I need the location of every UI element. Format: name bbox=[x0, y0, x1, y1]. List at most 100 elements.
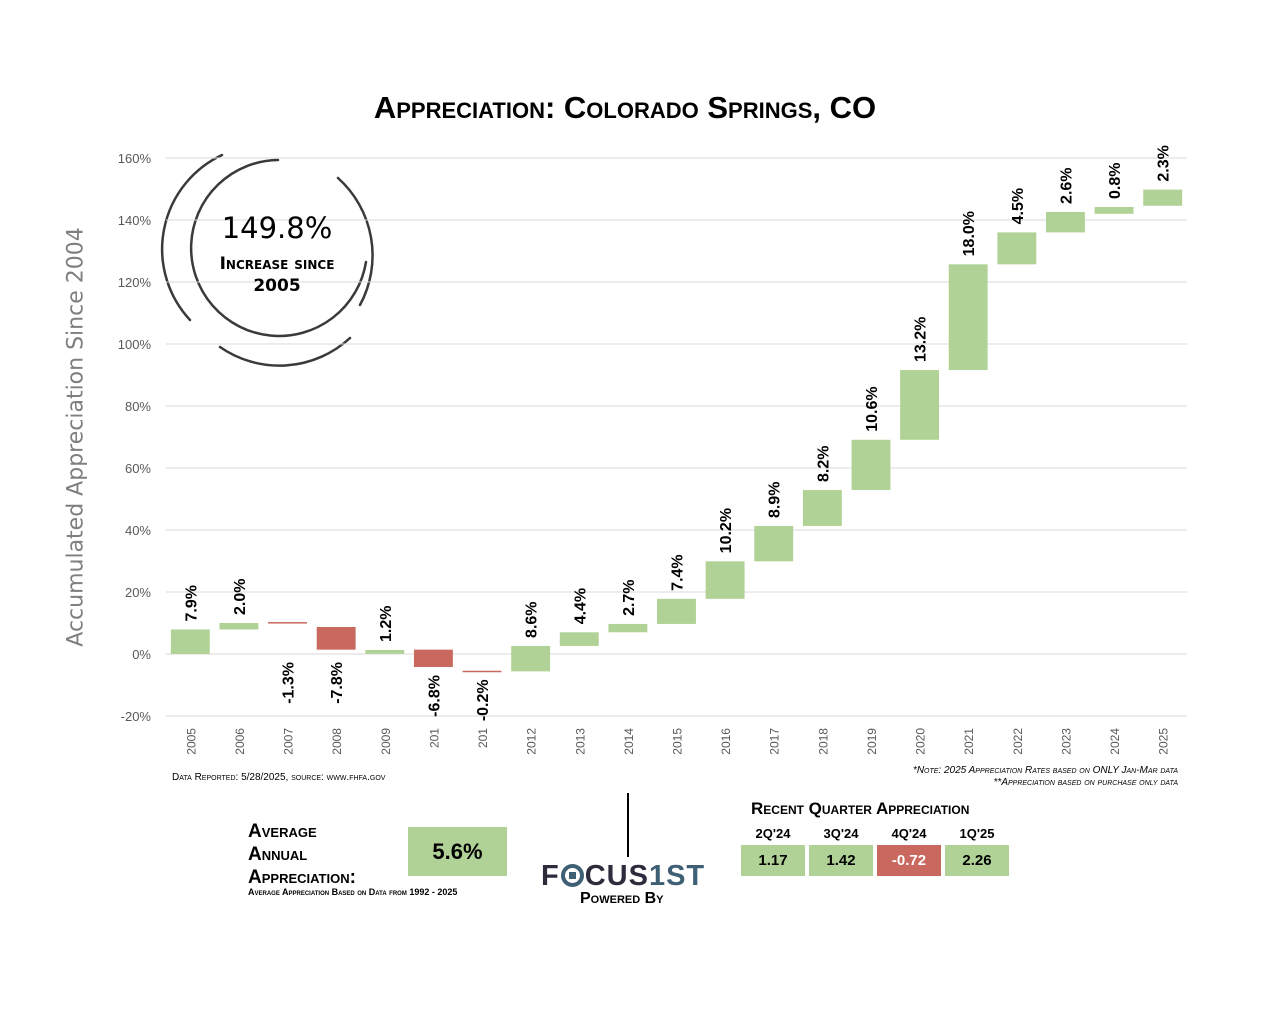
average-annual-label: Average Annual Appreciation: bbox=[248, 820, 356, 889]
average-note: Average Appreciation Based on Data from … bbox=[248, 887, 458, 897]
y-tick-label: -20% bbox=[121, 709, 152, 724]
data-label: 2.3% bbox=[1156, 145, 1173, 181]
quarter-value-box: -0.72 bbox=[877, 845, 941, 876]
data-label: 4.5% bbox=[1010, 188, 1027, 224]
x-tick-label: 2019 bbox=[865, 728, 879, 755]
quarter-value-box: 1.42 bbox=[809, 845, 873, 876]
y-tick-label: 100% bbox=[118, 337, 152, 352]
logo-letter-f: F bbox=[541, 860, 560, 892]
x-tick-label: 2007 bbox=[282, 728, 296, 755]
x-tick-label: 2022 bbox=[1011, 728, 1025, 755]
quarter-value-box: 1.17 bbox=[741, 845, 805, 876]
bar bbox=[462, 670, 502, 673]
data-labels: 7.9% 2.0% -1.3% -7.8% 1.2% -6.8% -0.2% 8.6% 4.4%… bbox=[183, 145, 1172, 721]
data-label: 8.2% bbox=[815, 446, 832, 482]
data-reported-note: Data Reported: 5/28/2025, source: www.fh… bbox=[172, 772, 386, 783]
data-label: 4.4% bbox=[572, 588, 589, 624]
x-tick-label: 201 bbox=[427, 728, 441, 748]
data-label: 7.4% bbox=[670, 554, 687, 590]
summary-circle-inner bbox=[189, 158, 368, 338]
x-tick-label: 2014 bbox=[622, 728, 636, 755]
bar bbox=[170, 629, 210, 654]
data-label: 2.7% bbox=[621, 579, 638, 615]
data-label: 8.6% bbox=[524, 601, 541, 637]
summary-circle-outer-left bbox=[160, 153, 224, 322]
y-tick-label: 20% bbox=[125, 585, 151, 600]
x-tick-label: 2006 bbox=[233, 728, 247, 755]
bar bbox=[316, 627, 356, 650]
data-label: 13.2% bbox=[913, 317, 930, 362]
bars bbox=[170, 189, 1183, 673]
bar bbox=[900, 370, 940, 440]
y-tick-label: 120% bbox=[118, 275, 152, 290]
increase-label: Increase since 2005 bbox=[177, 253, 377, 297]
quarter-label: 2Q'24 bbox=[755, 826, 791, 841]
logo-1st: 1ST bbox=[648, 860, 706, 892]
data-label: 7.9% bbox=[183, 585, 200, 621]
x-tick-label: 201 bbox=[476, 728, 490, 748]
bar bbox=[1143, 189, 1183, 206]
bar bbox=[219, 623, 259, 630]
bar bbox=[997, 232, 1037, 265]
data-label: -6.8% bbox=[426, 675, 443, 717]
x-tick-label: 2020 bbox=[914, 728, 928, 755]
data-label: 2.0% bbox=[232, 579, 249, 615]
bar bbox=[365, 649, 405, 654]
vertical-divider bbox=[627, 793, 629, 857]
bar bbox=[511, 645, 551, 672]
y-tick-label: 40% bbox=[125, 523, 151, 538]
x-tick-label: 2005 bbox=[184, 728, 198, 755]
average-label-line-3: Appreciation: bbox=[248, 867, 356, 888]
x-tick-label: 2009 bbox=[379, 728, 393, 755]
bar bbox=[1094, 206, 1134, 214]
footnote-1: *Note: 2025 Appreciation Rates based on … bbox=[912, 765, 1178, 776]
y-tick-labels: 160% 140% 120% 100% 80% 60% 40% 20% 0% -20% bbox=[118, 151, 152, 724]
focus1st-logo: F CUS1ST bbox=[541, 860, 705, 892]
bar bbox=[705, 561, 745, 599]
increase-percentage: 149.8% bbox=[221, 211, 333, 245]
summary-circle-outer-bottom bbox=[218, 336, 352, 367]
y-tick-label: 80% bbox=[125, 399, 151, 414]
x-tick-label: 2017 bbox=[768, 728, 782, 755]
bar bbox=[754, 525, 794, 562]
quarter-value-box: 2.26 bbox=[945, 845, 1009, 876]
x-tick-label: 2025 bbox=[1157, 728, 1171, 755]
data-label: -7.8% bbox=[329, 662, 346, 704]
average-value-box: 5.6% bbox=[408, 827, 507, 876]
x-tick-label: 2016 bbox=[719, 728, 733, 755]
house-o-icon bbox=[560, 864, 584, 887]
y-tick-label: 140% bbox=[118, 213, 152, 228]
chart-title: Appreciation: Colorado Springs, CO bbox=[373, 90, 877, 125]
summary-circle-outer-right bbox=[336, 176, 374, 307]
x-tick-label: 2008 bbox=[330, 728, 344, 755]
data-label: -1.3% bbox=[281, 662, 298, 704]
data-label: 1.2% bbox=[378, 606, 395, 642]
summary-circle bbox=[160, 153, 374, 367]
y-tick-label: 0% bbox=[132, 647, 151, 662]
bar bbox=[948, 264, 988, 371]
data-label: 10.2% bbox=[718, 508, 735, 553]
x-tick-label: 2012 bbox=[525, 728, 539, 755]
y-tick-label: 60% bbox=[125, 461, 151, 476]
footnotes: *Note: 2025 Appreciation Rates based on … bbox=[913, 765, 1178, 789]
x-tick-label: 2024 bbox=[1108, 728, 1122, 755]
grid-lines bbox=[166, 157, 1187, 717]
data-label: 0.8% bbox=[1107, 163, 1124, 199]
x-tick-label: 2015 bbox=[671, 728, 685, 755]
data-label: 8.9% bbox=[767, 482, 784, 518]
x-tick-label: 2018 bbox=[816, 728, 830, 755]
bar bbox=[608, 623, 648, 633]
bar bbox=[413, 649, 453, 668]
bar bbox=[559, 632, 599, 646]
average-label-line-1: Average bbox=[248, 821, 317, 842]
footnote-2: **Appreciation based on purchase only da… bbox=[993, 777, 1178, 788]
logo-cus: CUS bbox=[584, 860, 649, 892]
powered-by-label: Powered By bbox=[580, 890, 664, 907]
bar bbox=[1046, 211, 1085, 233]
bar bbox=[657, 598, 696, 624]
x-tick-label: 2023 bbox=[1059, 728, 1073, 755]
data-label: -0.2% bbox=[475, 679, 492, 721]
bar bbox=[802, 490, 842, 526]
x-tick-label: 2021 bbox=[962, 728, 976, 755]
